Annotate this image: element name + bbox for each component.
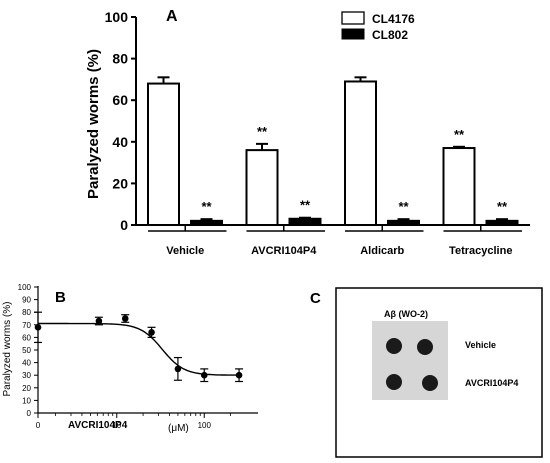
bar-cl802-vehicle — [190, 219, 223, 226]
blot-dot — [417, 339, 433, 355]
panel-b-ylabel: Paralyzed worms (%) — [2, 301, 13, 396]
blot-row-label-vehicle: Vehicle — [465, 340, 496, 350]
significance-label: ** — [201, 199, 212, 214]
panel-b-y-tick-label: 60 — [22, 333, 31, 342]
panel-b-y-tick-label: 70 — [22, 321, 31, 330]
significance-label: ** — [497, 199, 508, 214]
panel-b-y-tick-label: 100 — [18, 283, 32, 292]
panel-a-y-tick-label: 80 — [112, 51, 128, 67]
panel-b-y-tick-label: 90 — [22, 296, 31, 305]
blot-membrane — [372, 321, 448, 400]
panel-b-y-tick-label: 20 — [22, 384, 31, 393]
panel-b-data-point — [95, 317, 103, 325]
panel-a-chart: A Paralyzed worms (%) 0 20 40 60 80 100 ** ** *… — [85, 8, 530, 257]
blot-dot — [422, 375, 438, 391]
panel-a-ylabel: Paralyzed worms (%) — [85, 49, 102, 199]
panel-a-y-tick-label: 0 — [120, 217, 128, 233]
panel-c-letter: C — [310, 290, 321, 307]
category-label-avcri104p4: AVCRI104P4 — [251, 245, 317, 257]
panel-b-data-point — [174, 365, 182, 373]
panel-b-xunit: (μM) — [168, 423, 189, 434]
bar-cl802-tetracycline — [485, 219, 519, 226]
panel-b-y-tick-label: 30 — [22, 371, 31, 380]
panel-a-legend: CL4176 CL802 — [341, 11, 415, 42]
bar-cl4176-tetracycline — [442, 147, 476, 226]
significance-label: ** — [257, 124, 268, 139]
blot-row-label-avcri104p4: AVCRI104P4 — [465, 378, 518, 388]
panel-b-fit-curve — [38, 322, 240, 376]
legend-swatch-cl802 — [341, 28, 365, 40]
category-label-vehicle: Vehicle — [166, 245, 204, 257]
legend-swatch-cl4176 — [341, 11, 365, 25]
blot-dot — [386, 338, 402, 354]
category-label-tetracycline: Tetracycline — [449, 245, 512, 257]
blot-column-label: Aβ (WO-2) — [384, 309, 428, 319]
panel-a-y-tick-label: 60 — [112, 92, 128, 108]
panel-b-data-point — [235, 371, 243, 379]
panel-b-x-tick-label: 10 — [112, 421, 121, 430]
panel-c-dot-blot: C Aβ (WO-2) Vehicle AVCRI104P4 — [310, 287, 543, 458]
significance-label: ** — [300, 198, 311, 213]
panel-b-y-tick-label: 40 — [22, 359, 31, 368]
panel-a-y-tick-label: 20 — [112, 175, 128, 191]
bar-cl802-aldicarb — [387, 219, 420, 226]
significance-label: ** — [454, 127, 465, 142]
panel-b-letter: B — [55, 289, 66, 306]
panel-a-y-tick-label: 40 — [112, 134, 128, 150]
panel-b-data-point — [200, 371, 208, 379]
panel-b-y-tick-label: 50 — [22, 346, 31, 355]
panel-b-data-point — [148, 329, 155, 336]
panel-b-x-tick-label: 0 — [36, 421, 41, 430]
bar-cl4176-aldicarb — [344, 80, 377, 227]
panel-b-y-tick-label: 80 — [22, 308, 31, 317]
panel-a-y-tick-label: 100 — [105, 9, 129, 25]
category-label-aldicarb: Aldicarb — [360, 245, 404, 257]
panel-a-letter: A — [166, 8, 178, 25]
panel-b-chart: B Paralyzed worms (%) 0 10 20 30 40 50 60 70 80 9… — [2, 283, 258, 434]
legend-label-cl4176: CL4176 — [372, 12, 415, 26]
legend-label-cl802: CL802 — [372, 28, 408, 42]
bar-cl4176-vehicle — [147, 82, 180, 226]
panel-b-y-tick-label: 10 — [22, 396, 31, 405]
panel-b-data-point — [121, 315, 129, 322]
bar-cl4176-avcri104p4 — [245, 149, 279, 226]
panel-b-x-tick-label: 100 — [198, 421, 212, 430]
panel-b-data-point — [34, 324, 42, 331]
blot-dot — [386, 374, 402, 390]
panel-b-xlabel: AVCRI104P4 — [68, 420, 128, 431]
bar-cl802-avcri104p4 — [288, 217, 322, 226]
panel-b-y-tick-label: 0 — [27, 409, 32, 418]
significance-label: ** — [398, 199, 409, 214]
